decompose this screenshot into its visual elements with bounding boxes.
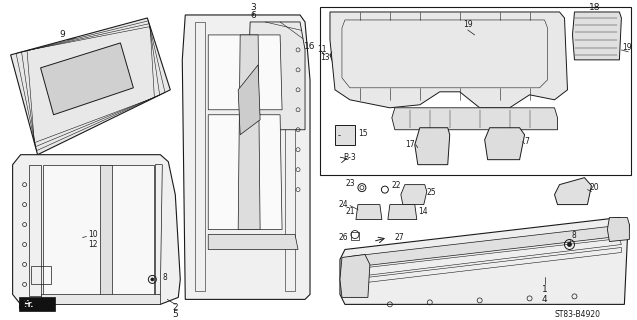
Text: 8: 8 [571,231,576,240]
Polygon shape [392,108,557,130]
Text: 26: 26 [338,233,348,242]
Bar [18,297,55,311]
Text: 4: 4 [541,295,547,304]
Polygon shape [573,12,621,60]
Text: 13: 13 [320,53,330,62]
Text: 12: 12 [89,240,98,249]
Text: 21: 21 [345,207,355,216]
Text: 2: 2 [173,303,178,312]
Polygon shape [485,128,525,160]
Text: 14: 14 [418,207,427,216]
Polygon shape [208,235,298,250]
Polygon shape [356,204,382,220]
Polygon shape [238,65,260,135]
Text: 16: 16 [303,43,315,52]
Polygon shape [340,218,629,304]
Polygon shape [347,226,619,268]
Polygon shape [401,185,427,204]
Text: B-3: B-3 [343,153,356,162]
Polygon shape [208,115,282,229]
Polygon shape [13,155,180,304]
Text: 23: 23 [345,179,355,188]
Polygon shape [388,204,417,220]
Polygon shape [41,294,161,304]
Text: 17: 17 [405,140,415,149]
Bar [320,7,631,175]
Text: 9: 9 [60,30,66,39]
Text: 5: 5 [173,310,178,319]
Polygon shape [238,35,260,229]
Text: 8: 8 [162,273,167,282]
Polygon shape [43,165,154,296]
Polygon shape [415,128,450,165]
Bar [351,232,359,239]
Text: 10: 10 [89,230,98,239]
Polygon shape [340,254,370,297]
Text: 24: 24 [338,200,348,209]
Text: 3: 3 [250,4,256,12]
Text: Fr.: Fr. [24,300,34,309]
Text: 11: 11 [317,45,327,54]
Text: 18: 18 [589,4,600,12]
Text: 19: 19 [463,20,473,29]
Polygon shape [101,165,112,296]
Text: 27: 27 [395,233,404,242]
Text: 1: 1 [541,285,547,294]
Text: ST83-B4920: ST83-B4920 [555,310,601,319]
Polygon shape [182,15,310,300]
Polygon shape [608,218,629,242]
Circle shape [568,243,571,246]
Polygon shape [330,48,355,68]
Polygon shape [335,125,355,145]
Polygon shape [555,178,591,204]
Text: 20: 20 [589,183,599,192]
Text: 6: 6 [250,12,256,20]
Polygon shape [208,35,282,110]
Polygon shape [248,22,305,130]
Bar [31,267,50,284]
Circle shape [151,278,154,281]
Text: 15: 15 [358,129,368,138]
Text: 7: 7 [525,137,529,146]
Text: 19: 19 [622,44,632,52]
Polygon shape [41,43,133,115]
Text: 22: 22 [392,181,401,190]
Polygon shape [330,12,568,108]
Polygon shape [11,18,170,155]
Text: 25: 25 [427,188,436,197]
